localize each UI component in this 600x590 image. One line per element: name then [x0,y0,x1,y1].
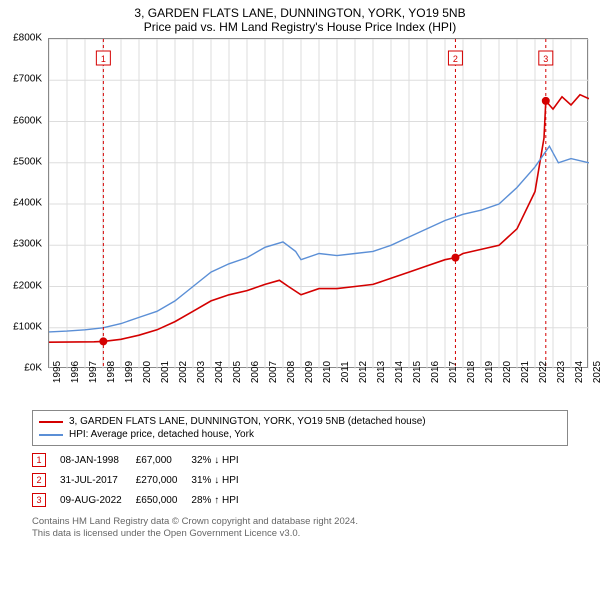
y-tick-label: £700K [13,74,42,85]
plot-svg: 1 2 3 [49,39,589,369]
sale-marker-2 [451,254,459,262]
sale-delta: 28% ↑ HPI [191,490,252,510]
x-tick-label: 2019 [484,361,495,383]
legend-swatch [39,421,63,423]
x-tick-label: 2012 [358,361,369,383]
sale-delta: 32% ↓ HPI [191,450,252,470]
x-tick-label: 2016 [430,361,441,383]
sales-table: 1 08-JAN-1998£67,00032% ↓ HPI 2 31-JUL-2017… [32,450,253,510]
sale-date: 09-AUG-2022 [60,490,136,510]
x-tick-label: 1997 [88,361,99,383]
sale-marker-3 [542,97,550,105]
x-tick-label: 2022 [538,361,549,383]
y-tick-label: £300K [13,239,42,250]
y-tick-label: £400K [13,198,42,209]
svg-text:3: 3 [543,54,548,64]
chart-title: 3, GARDEN FLATS LANE, DUNNINGTON, YORK, … [0,0,600,20]
y-tick-label: £100K [13,321,42,332]
y-tick-label: £800K [13,33,42,44]
y-tick-label: £500K [13,156,42,167]
sale-date: 31-JUL-2017 [60,470,136,490]
sale-price: £650,000 [136,490,192,510]
x-tick-label: 2023 [556,361,567,383]
footer-line-1: Contains HM Land Registry data © Crown c… [32,516,568,528]
sale-price: £270,000 [136,470,192,490]
chart-area: £0K£100K£200K£300K£400K£500K£600K£700K£8… [6,38,594,410]
attribution: Contains HM Land Registry data © Crown c… [32,516,568,541]
plot-area: 1 2 3 [48,38,588,368]
footer-line-2: This data is licensed under the Open Gov… [32,528,568,540]
sale-row: 3 09-AUG-2022£650,00028% ↑ HPI [32,490,253,510]
chart-subtitle: Price paid vs. HM Land Registry's House … [0,20,600,38]
y-tick-label: £600K [13,115,42,126]
x-tick-label: 2015 [412,361,423,383]
x-tick-label: 2018 [466,361,477,383]
sale-marker-box: 1 [32,453,46,467]
legend-label: 3, GARDEN FLATS LANE, DUNNINGTON, YORK, … [69,416,426,427]
x-tick-label: 2024 [574,361,585,383]
x-tick-label: 1996 [70,361,81,383]
sale-delta: 31% ↓ HPI [191,470,252,490]
x-tick-label: 2010 [322,361,333,383]
svg-text:1: 1 [101,54,106,64]
legend-label: HPI: Average price, detached house, York [69,429,254,440]
y-axis: £0K£100K£200K£300K£400K£500K£600K£700K£8… [6,38,46,368]
sale-price: £67,000 [136,450,192,470]
x-tick-label: 2020 [502,361,513,383]
y-tick-label: £0K [24,363,42,374]
x-tick-label: 2003 [196,361,207,383]
x-tick-label: 2005 [232,361,243,383]
x-tick-label: 2013 [376,361,387,383]
sale-marker-box: 2 [32,473,46,487]
sale-marker-box: 3 [32,493,46,507]
y-tick-label: £200K [13,280,42,291]
legend-item: HPI: Average price, detached house, York [39,428,561,441]
legend-item: 3, GARDEN FLATS LANE, DUNNINGTON, YORK, … [39,415,561,428]
x-tick-label: 2011 [340,361,351,383]
x-tick-label: 2021 [520,361,531,383]
x-tick-label: 2001 [160,361,171,383]
x-tick-label: 2017 [448,361,459,383]
x-tick-label: 2007 [268,361,279,383]
x-tick-label: 1998 [106,361,117,383]
x-tick-label: 1995 [52,361,63,383]
x-tick-label: 2000 [142,361,153,383]
legend-swatch [39,434,63,436]
x-tick-label: 2004 [214,361,225,383]
x-tick-label: 2009 [304,361,315,383]
x-tick-label: 2008 [286,361,297,383]
x-tick-label: 2006 [250,361,261,383]
x-tick-label: 1999 [124,361,135,383]
sale-marker-1 [99,337,107,345]
x-tick-label: 2014 [394,361,405,383]
sale-date: 08-JAN-1998 [60,450,136,470]
legend: 3, GARDEN FLATS LANE, DUNNINGTON, YORK, … [32,410,568,446]
x-tick-label: 2025 [592,361,600,383]
sale-row: 2 31-JUL-2017£270,00031% ↓ HPI [32,470,253,490]
sale-row: 1 08-JAN-1998£67,00032% ↓ HPI [32,450,253,470]
svg-text:2: 2 [453,54,458,64]
x-tick-label: 2002 [178,361,189,383]
